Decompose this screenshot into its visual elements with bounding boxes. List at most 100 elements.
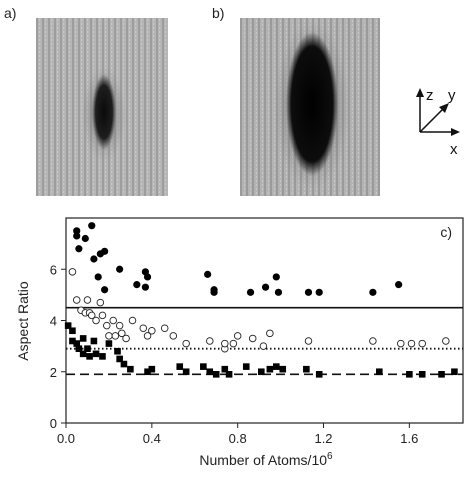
data-point-open-circle	[442, 337, 450, 345]
data-point-open-circle	[83, 296, 92, 304]
data-point-filled-square	[303, 365, 310, 373]
data-point-filled-circle	[94, 273, 102, 281]
data-point-filled-circle	[73, 232, 81, 240]
data-point-open-circle	[259, 342, 268, 350]
data-point-filled-square	[86, 353, 93, 360]
data-point-filled-circle	[143, 273, 152, 281]
axis-y-label: y	[448, 87, 456, 104]
data-point-filled-square	[148, 365, 156, 373]
data-point-filled-square	[315, 371, 323, 378]
y-tick-label: 0	[50, 416, 57, 431]
x-tick-label: 0.0	[57, 431, 75, 446]
y-tick-label: 2	[50, 365, 57, 380]
data-point-filled-square	[69, 327, 76, 335]
absorption-image-b	[240, 18, 380, 196]
axis-z-label: z	[426, 87, 434, 104]
data-point-open-circle	[103, 321, 111, 330]
data-point-open-circle	[98, 311, 107, 320]
data-point-open-circle	[248, 334, 257, 343]
data-point-filled-circle	[304, 288, 313, 296]
plot-frame	[65, 217, 464, 424]
coordinate-axes-icon: z y x	[416, 87, 460, 158]
data-point-filled-square	[221, 365, 229, 373]
panel-a-label: a)	[4, 5, 17, 21]
data-point-filled-circle	[246, 288, 255, 296]
data-point-filled-square	[279, 365, 287, 373]
data-points	[64, 222, 458, 378]
data-point-open-circle	[233, 332, 242, 340]
data-point-filled-square	[99, 353, 106, 360]
data-point-filled-square	[79, 350, 87, 358]
data-point-open-circle	[105, 332, 113, 340]
data-point-open-circle	[143, 332, 152, 340]
data-point-filled-square	[376, 368, 383, 376]
data-point-filled-circle	[133, 281, 141, 289]
data-point-filled-square	[84, 345, 91, 352]
data-point-open-circle	[148, 326, 156, 335]
data-point-filled-circle	[81, 234, 89, 243]
data-point-filled-square	[206, 368, 214, 376]
data-point-open-circle	[169, 332, 178, 340]
panel-b-label: b)	[212, 5, 225, 21]
data-point-filled-square	[127, 365, 134, 373]
x-tick-label: 1.6	[400, 431, 418, 446]
data-point-filled-square	[73, 340, 81, 347]
data-point-filled-circle	[274, 288, 283, 296]
y-tick-label: 6	[50, 262, 57, 277]
data-point-open-circle	[160, 324, 169, 332]
data-point-filled-square	[438, 371, 445, 378]
x-axis-title-main: Number of Atoms/10	[199, 452, 327, 468]
data-point-filled-circle	[315, 288, 323, 296]
data-point-filled-square	[200, 363, 207, 370]
data-point-filled-square	[120, 360, 128, 368]
data-point-filled-circle	[272, 273, 280, 281]
data-point-filled-square	[451, 368, 458, 376]
data-point-filled-circle	[395, 281, 403, 289]
data-point-filled-square	[105, 340, 113, 347]
axis-x-label: x	[450, 141, 458, 158]
data-point-filled-square	[225, 371, 233, 378]
data-point-open-circle	[229, 339, 238, 348]
data-point-filled-circle	[88, 222, 96, 230]
data-point-filled-circle	[261, 283, 270, 291]
x-tick-label: 0.8	[229, 431, 247, 446]
data-point-filled-square	[418, 371, 426, 378]
x-tick-label: 1.2	[314, 431, 332, 446]
data-point-open-circle	[182, 339, 190, 348]
data-point-open-circle	[72, 296, 81, 304]
data-point-open-circle	[369, 337, 377, 345]
data-point-open-circle	[68, 268, 77, 276]
x-tick-label: 0.4	[143, 431, 161, 446]
data-point-filled-square	[79, 335, 87, 342]
data-point-open-circle	[139, 324, 148, 332]
panel-c-label: c)	[440, 224, 452, 240]
data-point-open-circle	[122, 334, 130, 343]
data-point-filled-square	[144, 368, 151, 376]
data-point-filled-square	[406, 371, 413, 378]
data-point-filled-circle	[101, 247, 109, 255]
data-point-filled-square	[182, 368, 190, 376]
axis-ticks: 0.0 0.4 0.8 1.2 1.6 0 2 4 6	[50, 262, 419, 446]
data-point-filled-square	[90, 337, 98, 345]
data-point-filled-square	[114, 347, 121, 355]
data-point-open-circle	[206, 337, 214, 345]
data-point-open-circle	[304, 337, 313, 345]
data-point-filled-circle	[116, 265, 124, 273]
aspect-ratio-chart: 0.0 0.4 0.8 1.2 1.6 0 2 4 6 c) Aspect Ratio Numb…	[15, 217, 464, 468]
data-point-filled-square	[242, 363, 250, 370]
y-axis-title: Aspect Ratio	[15, 281, 31, 361]
y-tick-label: 4	[50, 314, 57, 329]
data-point-filled-circle	[141, 283, 149, 291]
data-point-filled-circle	[101, 286, 109, 294]
data-point-open-circle	[96, 298, 105, 307]
data-point-filled-square	[75, 345, 83, 352]
x-axis-title-superscript: 6	[327, 451, 333, 462]
data-point-filled-circle	[75, 245, 83, 253]
data-point-filled-square	[273, 363, 280, 370]
data-point-open-circle	[88, 311, 96, 320]
data-point-open-circle	[92, 316, 100, 325]
data-point-open-circle	[418, 339, 426, 348]
data-point-open-circle	[221, 339, 229, 348]
data-point-filled-square	[257, 368, 265, 376]
data-point-filled-square	[266, 365, 274, 373]
